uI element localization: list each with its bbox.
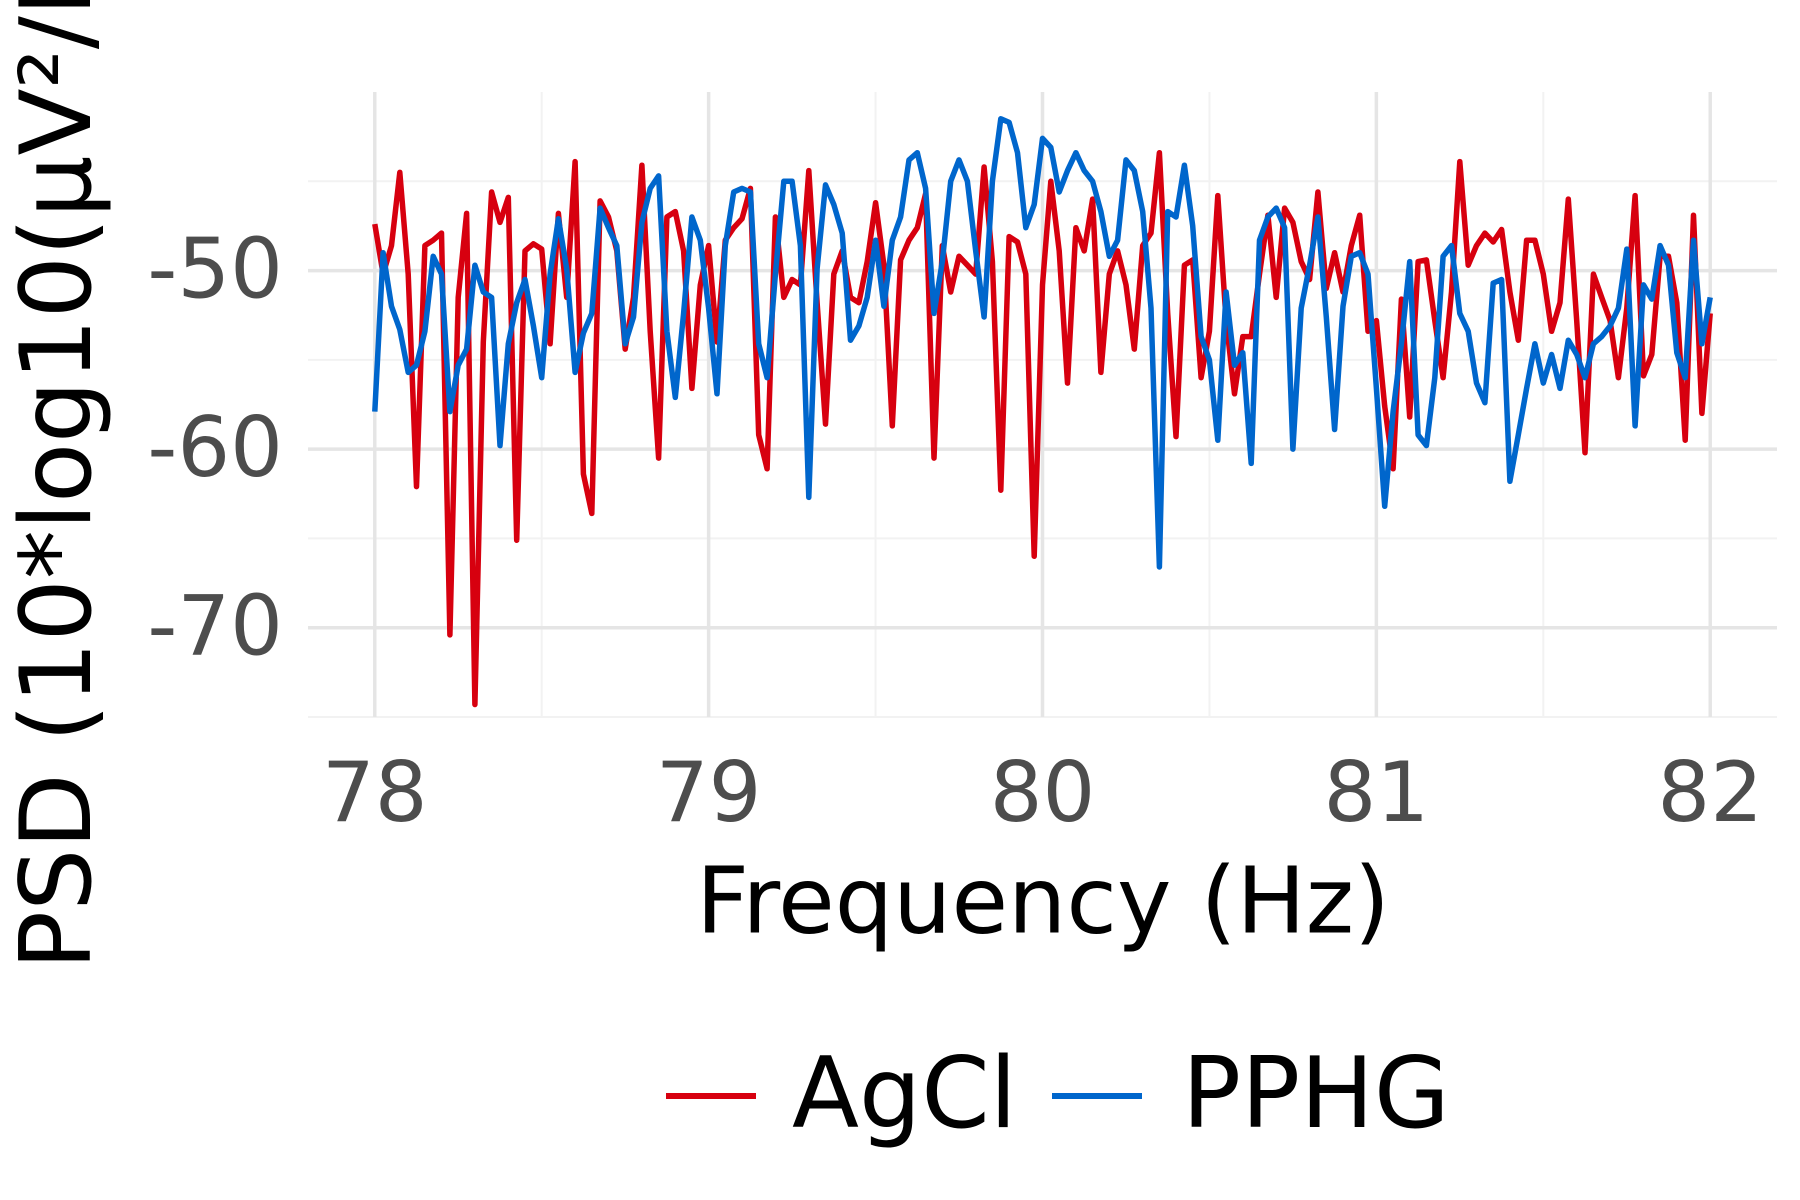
line-series <box>372 149 1713 708</box>
y-tick-label: -60 <box>147 399 283 496</box>
x-tick-label: 82 <box>1657 744 1763 841</box>
x-axis-title: Frequency (Hz) <box>696 847 1390 954</box>
x-tick-label: 79 <box>656 744 762 841</box>
y-tick-label: -50 <box>147 221 283 318</box>
x-tick-label: 80 <box>990 744 1096 841</box>
y-tick-label: -70 <box>147 578 283 675</box>
line-series <box>372 116 1713 570</box>
x-tick-label: 81 <box>1324 744 1430 841</box>
x-tick-label: 78 <box>322 744 428 841</box>
y-axis-title: PSD (10*log10(µV²/Hz)) <box>0 0 114 970</box>
legend-label: PPHG <box>1182 1037 1450 1151</box>
legend-label: AgCl <box>792 1037 1017 1151</box>
